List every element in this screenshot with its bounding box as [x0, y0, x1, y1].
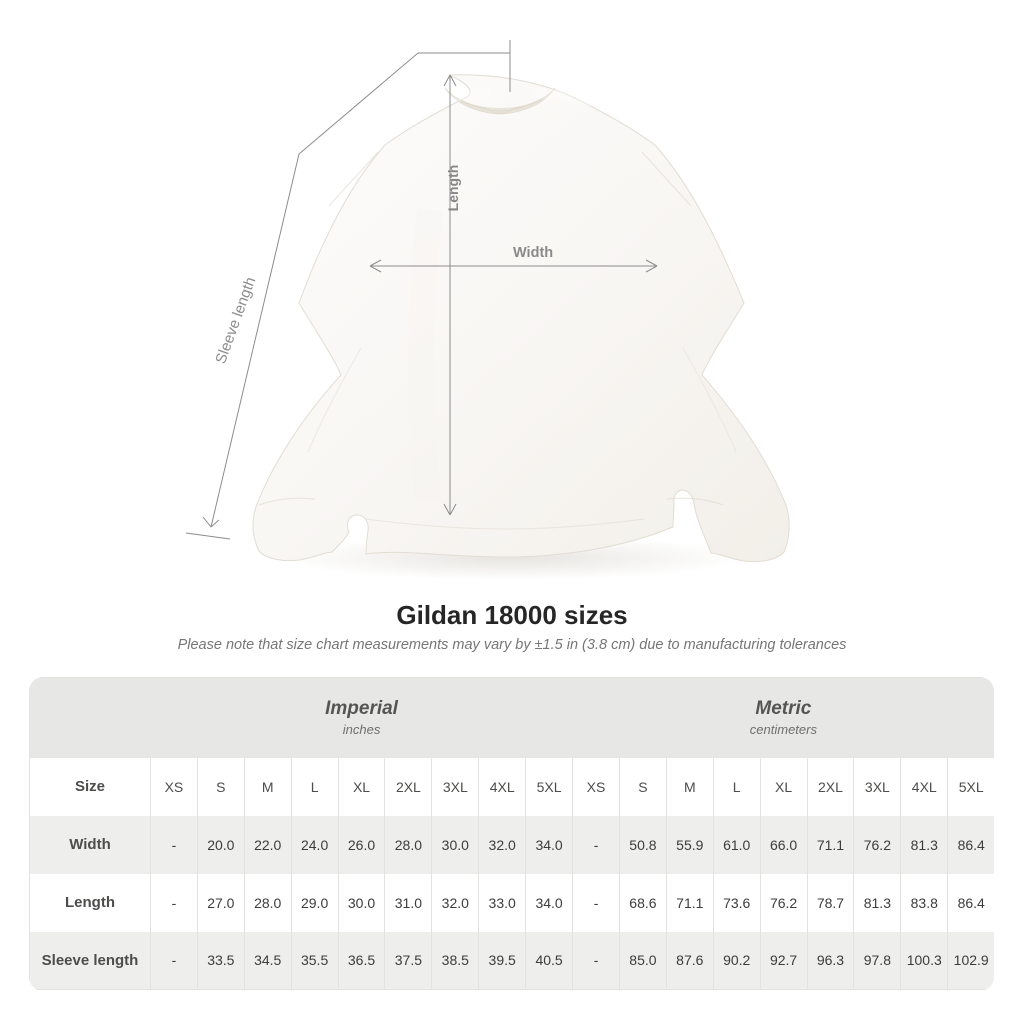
svg-text:Length: Length: [445, 165, 461, 212]
svg-text:Width: Width: [513, 245, 553, 261]
